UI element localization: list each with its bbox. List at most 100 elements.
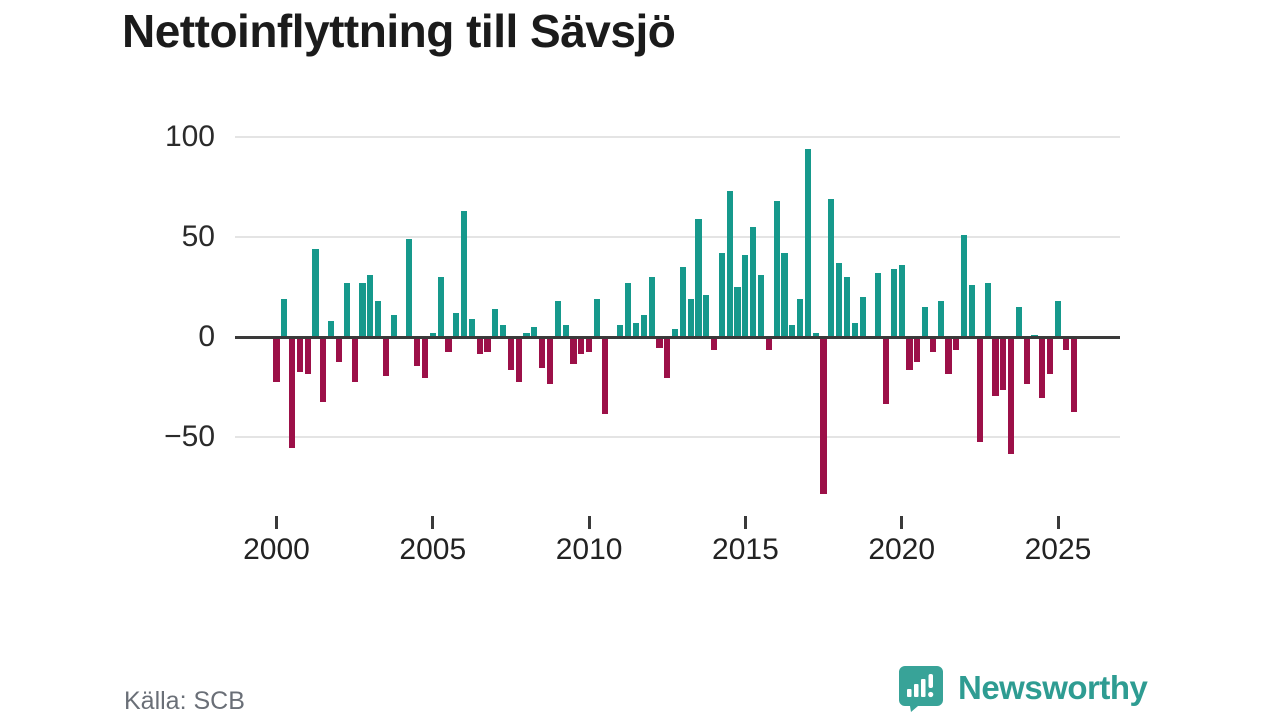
bar [914, 338, 921, 362]
bar [898, 265, 905, 337]
bar [1047, 338, 1054, 374]
bar [750, 227, 757, 337]
bar [1070, 338, 1077, 412]
bar [797, 299, 804, 337]
bar [859, 297, 866, 337]
bar [632, 323, 640, 337]
bar [429, 333, 436, 337]
x-axis-label: 2025 [1024, 533, 1092, 566]
bar [507, 338, 515, 370]
source-caption: Källa: SCB [124, 687, 245, 715]
bar [687, 299, 694, 337]
bar [570, 338, 577, 364]
bar [804, 149, 811, 337]
bar [984, 283, 991, 337]
bar [937, 301, 944, 337]
bar [304, 338, 311, 374]
bar [820, 338, 827, 494]
bar [359, 283, 366, 337]
bar [468, 319, 475, 337]
y-axis-label: −50 [164, 420, 215, 453]
bar [421, 338, 429, 378]
bar [515, 338, 522, 382]
bar [992, 338, 999, 396]
x-axis-label: 2010 [555, 533, 623, 566]
bar [328, 321, 335, 337]
bar [1062, 338, 1069, 350]
bar [492, 309, 499, 337]
bar [351, 338, 358, 382]
bar [1008, 338, 1015, 454]
bar [734, 287, 741, 337]
bar [781, 253, 788, 337]
bar [445, 338, 452, 352]
bar [765, 338, 772, 350]
bar [335, 338, 343, 362]
bar [656, 338, 663, 348]
x-axis-tick [431, 516, 435, 529]
bar [843, 277, 851, 337]
bar [773, 201, 780, 337]
x-axis-label: 2020 [868, 533, 936, 566]
bar [586, 338, 593, 352]
zero-axis-line [235, 336, 1120, 339]
bar [414, 338, 421, 366]
bar [476, 338, 483, 354]
bar [625, 283, 632, 337]
x-axis-tick [1056, 516, 1060, 529]
bar [890, 269, 897, 337]
bar [312, 249, 319, 337]
bar [531, 327, 538, 337]
gridline [235, 436, 1120, 438]
bar [953, 338, 960, 350]
bar [929, 338, 937, 352]
bar [922, 307, 929, 337]
bar [711, 338, 718, 350]
bar [757, 275, 765, 337]
brand-name: Newsworthy [958, 669, 1148, 706]
bar [664, 338, 671, 378]
bar [578, 338, 585, 354]
bar [593, 299, 600, 337]
bar [539, 338, 546, 368]
bar [460, 211, 468, 337]
bar [742, 255, 749, 337]
bar [343, 283, 350, 337]
bar [390, 315, 397, 337]
bar [695, 219, 702, 337]
bar [406, 239, 413, 337]
bar [562, 325, 569, 337]
bar [289, 338, 296, 448]
bar [1023, 338, 1030, 384]
y-axis-label: 50 [181, 220, 215, 253]
bar [554, 301, 561, 337]
newsworthy-logo-link[interactable]: Newsworthy [897, 664, 1148, 712]
bar [882, 338, 890, 404]
bar [500, 325, 507, 337]
bar [546, 338, 554, 384]
bar [968, 285, 976, 337]
bar [961, 235, 968, 337]
bar [812, 333, 819, 337]
bar [367, 275, 374, 337]
bar [906, 338, 913, 370]
bar-chart-plot-area [235, 136, 1120, 501]
bar [640, 315, 647, 337]
bar [281, 299, 288, 337]
bar [875, 273, 882, 337]
x-axis-tick [900, 516, 904, 529]
bar [945, 338, 952, 374]
bar [851, 323, 858, 337]
y-axis-label: 100 [164, 120, 215, 153]
y-axis-label: 0 [198, 320, 215, 353]
gridline [235, 236, 1120, 238]
x-axis-label: 2015 [712, 533, 779, 566]
x-axis-tick [743, 516, 747, 529]
bar [726, 191, 733, 337]
bar-chart-speech-bubble-icon [897, 664, 945, 712]
bar [1039, 338, 1046, 398]
bar [679, 267, 686, 337]
bar [453, 313, 460, 337]
bar [671, 329, 679, 337]
bar [1054, 301, 1062, 337]
